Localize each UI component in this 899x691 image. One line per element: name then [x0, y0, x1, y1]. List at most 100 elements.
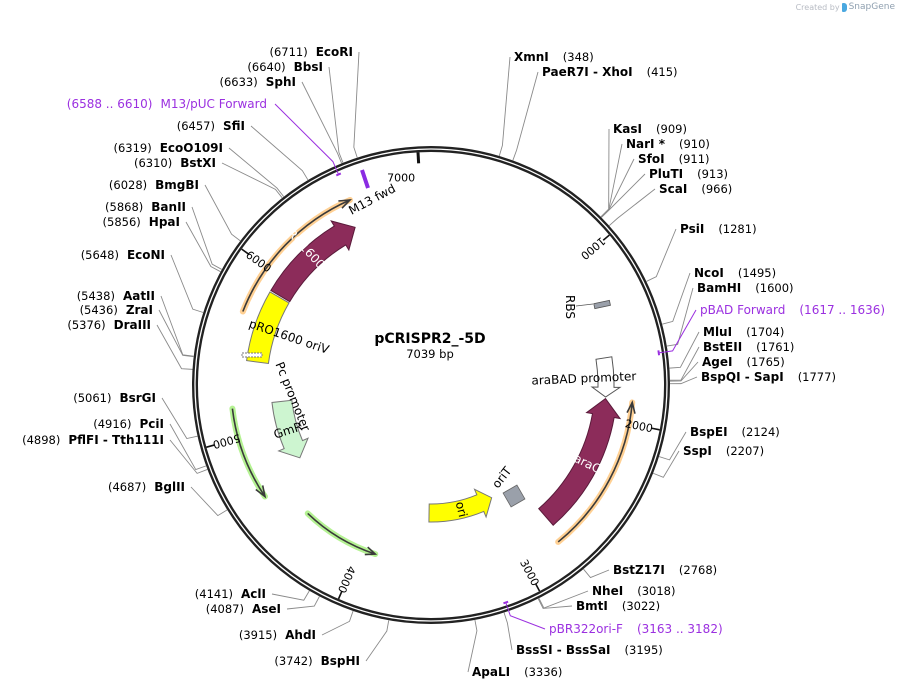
m13-fwd-primer-icon[interactable]	[360, 169, 370, 189]
rbs-icon[interactable]	[593, 299, 611, 310]
site-econi[interactable]: EcoNI (5648)	[81, 248, 165, 262]
orf-glow	[304, 510, 379, 558]
site-position: (3195)	[625, 643, 663, 657]
site-pflfi-tth111i[interactable]: PflFI - Tth111I (4898)	[22, 433, 164, 447]
site-position: (4898)	[22, 433, 60, 447]
site-position: (5856)	[103, 215, 141, 229]
site-apali[interactable]: ApaLI (3336)	[472, 665, 562, 679]
feature-gmr[interactable]	[271, 399, 309, 459]
primer-range: (3163 .. 3182)	[637, 622, 723, 636]
site-zrai[interactable]: ZraI (5436)	[80, 303, 153, 317]
site-ecori[interactable]: EcoRI (6711)	[269, 45, 353, 59]
primer-name: M13/pUC Forward	[160, 97, 267, 111]
site-sphi[interactable]: SphI (6633)	[220, 75, 297, 89]
site-name: NarI *	[626, 137, 666, 151]
site-leader-line	[608, 188, 656, 227]
site-ncoi[interactable]: NcoI (1495)	[694, 266, 776, 280]
site-position: (966)	[701, 182, 732, 196]
feature-pro1600-oriv[interactable]	[246, 291, 290, 365]
site-ahdi[interactable]: AhdI (3915)	[239, 628, 316, 642]
orf-arc[interactable]	[231, 408, 266, 497]
site-name: DraIII	[114, 318, 151, 332]
site-mlui[interactable]: MluI (1704)	[703, 325, 784, 339]
site-leader-line	[191, 206, 223, 270]
site-bmti[interactable]: BmtI (3022)	[576, 599, 660, 613]
primer-bind-icon	[335, 172, 342, 177]
site-name: SspI	[683, 444, 712, 458]
site-draiii[interactable]: DraIII (5376)	[67, 318, 151, 332]
feature-arabad-promoter[interactable]	[590, 356, 622, 398]
site-position: (6310)	[134, 156, 172, 170]
site-asei[interactable]: AseI (4087)	[206, 602, 281, 616]
site-ecoo109i[interactable]: EcoO109I (6319)	[113, 141, 223, 155]
credit-prefix: Created by	[795, 2, 840, 12]
primer-pbr322ori-f[interactable]: pBR322ori-F (3163 .. 3182)	[503, 600, 723, 636]
site-leader-line	[512, 71, 539, 161]
primer-m13-puc-forward[interactable]: M13/pUC Forward (6588 .. 6610)	[67, 97, 342, 177]
tick-mark	[535, 583, 541, 592]
site-bglii[interactable]: BglII (4687)	[108, 480, 185, 494]
site-leader-line	[204, 184, 241, 242]
primer-bind-icon	[503, 600, 509, 605]
orf-arc[interactable]	[557, 402, 634, 543]
site-paer7i-xhoi[interactable]: PaeR7I - XhoI (415)	[542, 65, 678, 79]
credit-brand: SnapGene	[848, 2, 895, 12]
site-sfii[interactable]: SfiI (6457)	[177, 119, 245, 133]
site-pcii[interactable]: PciI (4916)	[93, 417, 164, 431]
feature-label: araBAD promoter	[531, 369, 636, 387]
primer-pbad-forward[interactable]: pBAD Forward (1617 .. 1636)	[657, 303, 885, 356]
pc-promoter-icon[interactable]	[241, 352, 263, 358]
site-position: (1281)	[718, 222, 756, 236]
site-bsrgi[interactable]: BsrGI (5061)	[73, 391, 156, 405]
site-sspi[interactable]: SspI (2207)	[683, 444, 764, 458]
tick-mark	[206, 444, 215, 448]
site-position: (5868)	[105, 200, 143, 214]
site-leader-line	[600, 143, 623, 218]
orit-label: oriT	[489, 464, 515, 491]
feature-pro1600-rep[interactable]	[270, 220, 356, 303]
orf-arc[interactable]	[307, 512, 376, 555]
site-name: SfiI	[223, 119, 245, 133]
site-leader-line	[601, 173, 646, 218]
orit-icon[interactable]	[502, 484, 526, 508]
site-kasi[interactable]: KasI (909)	[613, 122, 687, 136]
site-bsssi-bsssai[interactable]: BssSI - BssSaI (3195)	[516, 643, 663, 657]
orf-arc[interactable]	[242, 199, 351, 312]
site-bbsi[interactable]: BbsI (6640)	[247, 60, 323, 74]
site-bstz17i[interactable]: BstZ17I (2768)	[613, 563, 717, 577]
feature-ori[interactable]	[428, 488, 493, 523]
site-nhei[interactable]: NheI (3018)	[592, 584, 675, 598]
site-bsteii[interactable]: BstEII (1761)	[703, 340, 794, 354]
feature-arac[interactable]	[538, 397, 622, 526]
site-position: (1600)	[755, 281, 793, 295]
site-bamhi[interactable]: BamHI (1600)	[697, 281, 794, 295]
site-agei[interactable]: AgeI (1765)	[702, 355, 785, 369]
site-name: ApaLI	[472, 665, 510, 679]
site-bmgbi[interactable]: BmgBI (6028)	[109, 178, 199, 192]
site-aatii[interactable]: AatII (5438)	[77, 289, 155, 303]
site-scai[interactable]: ScaI (966)	[659, 182, 732, 196]
site-banii[interactable]: BanII (5868)	[105, 200, 186, 214]
site-position: (1704)	[746, 325, 784, 339]
site-psii[interactable]: PsiI (1281)	[680, 222, 757, 236]
site-bsphi[interactable]: BspHI (3742)	[274, 654, 360, 668]
site-pluti[interactable]: PluTI (913)	[649, 167, 728, 181]
site-position: (2207)	[726, 444, 764, 458]
site-name: PluTI	[649, 167, 683, 181]
site-leader-line	[467, 619, 478, 673]
site-nari-[interactable]: NarI * (910)	[626, 137, 710, 151]
site-name: BanII	[151, 200, 186, 214]
site-bspqi-sapi[interactable]: BspQI - SapI (1777)	[701, 370, 836, 384]
site-leader-line	[271, 590, 310, 601]
site-bspei[interactable]: BspEI (2124)	[690, 425, 780, 439]
site-acli[interactable]: AclI (4141)	[195, 587, 266, 601]
site-leader-line	[169, 423, 207, 471]
site-label-layer: EcoRI (6711)BbsI (6640)SphI (6633) SfiI (6457…	[22, 45, 885, 679]
site-xmni[interactable]: XmnI (348)	[514, 50, 594, 64]
site-bstxi[interactable]: BstXI (6310)	[134, 156, 216, 170]
site-hpai[interactable]: HpaI (5856)	[103, 215, 180, 229]
orf-arrowhead-icon	[338, 198, 353, 209]
site-leader-line	[156, 324, 193, 370]
site-sfoi[interactable]: SfoI (911)	[638, 152, 710, 166]
site-name: BstXI	[180, 156, 216, 170]
